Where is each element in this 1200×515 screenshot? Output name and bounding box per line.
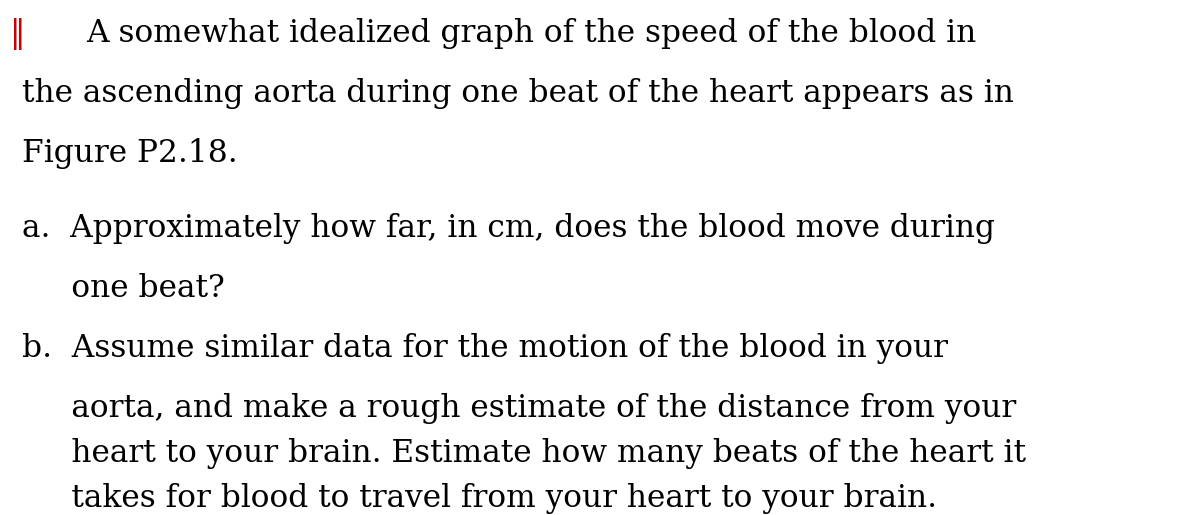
Text: b.  Assume similar data for the motion of the blood in your: b. Assume similar data for the motion of…	[22, 333, 948, 364]
Text: Figure P2.18.: Figure P2.18.	[22, 138, 238, 169]
Text: A somewhat idealized graph of the speed of the blood in: A somewhat idealized graph of the speed …	[86, 18, 977, 49]
Text: aorta, and make a rough estimate of the distance from your: aorta, and make a rough estimate of the …	[22, 393, 1016, 424]
Text: takes for blood to travel from your heart to your brain.: takes for blood to travel from your hear…	[22, 483, 937, 514]
Text: the ascending aorta during one beat of the heart appears as in: the ascending aorta during one beat of t…	[22, 78, 1014, 109]
Text: a.  Approximately how far, in cm, does the blood move during: a. Approximately how far, in cm, does th…	[22, 213, 995, 244]
Text: one beat?: one beat?	[22, 273, 224, 304]
Text: ‖: ‖	[10, 18, 25, 50]
Text: heart to your brain. Estimate how many beats of the heart it: heart to your brain. Estimate how many b…	[22, 438, 1026, 469]
